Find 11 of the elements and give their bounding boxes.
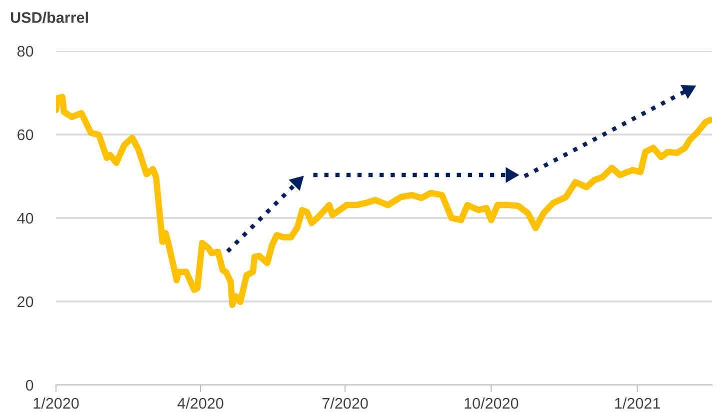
y-tick-label: 60 — [18, 129, 34, 140]
y-tick-label: 0 — [26, 380, 34, 391]
y-tick-label: 40 — [17, 212, 34, 224]
x-tick-label: 7/2020 — [322, 398, 368, 409]
y-axis-title: USD/barrel — [10, 12, 88, 24]
y-tick-label: 80 — [17, 46, 34, 57]
x-tick-label: 1/2021 — [615, 398, 660, 409]
y-tick-label: 20 — [18, 296, 34, 308]
x-tick-label: 1/2020 — [34, 398, 79, 409]
x-tick-label: 10/2020 — [464, 398, 518, 409]
x-tick-label: 4/2020 — [178, 398, 224, 409]
